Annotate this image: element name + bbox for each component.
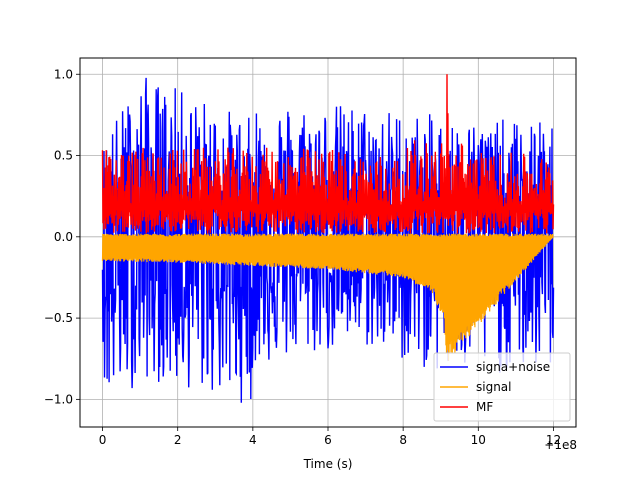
series-line-mf: [101, 74, 555, 234]
y-tick-label: 1.0: [54, 67, 73, 81]
y-tick-label: −0.5: [44, 311, 73, 325]
legend-label: signal: [476, 380, 512, 394]
x-axis-label: Time (s): [303, 457, 353, 471]
y-tick-label: 0.5: [54, 149, 73, 163]
series-line-signal-noise: [101, 77, 555, 403]
y-tick-label: 0.0: [54, 230, 73, 244]
series-line-signal: [101, 233, 554, 361]
legend-label: MF: [476, 400, 493, 414]
x-tick-label: 12: [546, 433, 561, 447]
legend-box: [433, 352, 571, 422]
x-tick-label: 10: [471, 433, 486, 447]
legend-label: signa+noise: [476, 360, 550, 374]
x-tick-label: 0: [99, 433, 107, 447]
y-axis: −1.0 −0.5 0.0 0.5 1.0: [44, 67, 80, 406]
y-tick-label: −1.0: [44, 392, 73, 406]
x-axis: 0 2 4 6 8 10 12: [99, 427, 561, 447]
x-tick-label: 2: [174, 433, 182, 447]
x-tick-label: 6: [324, 433, 332, 447]
plot-area: [101, 74, 555, 403]
legend: signa+noise signal MF: [433, 352, 571, 422]
x-tick-label: 4: [249, 433, 257, 447]
x-tick-label: 8: [399, 433, 407, 447]
x-axis-offset-label: +1e8: [544, 438, 577, 452]
